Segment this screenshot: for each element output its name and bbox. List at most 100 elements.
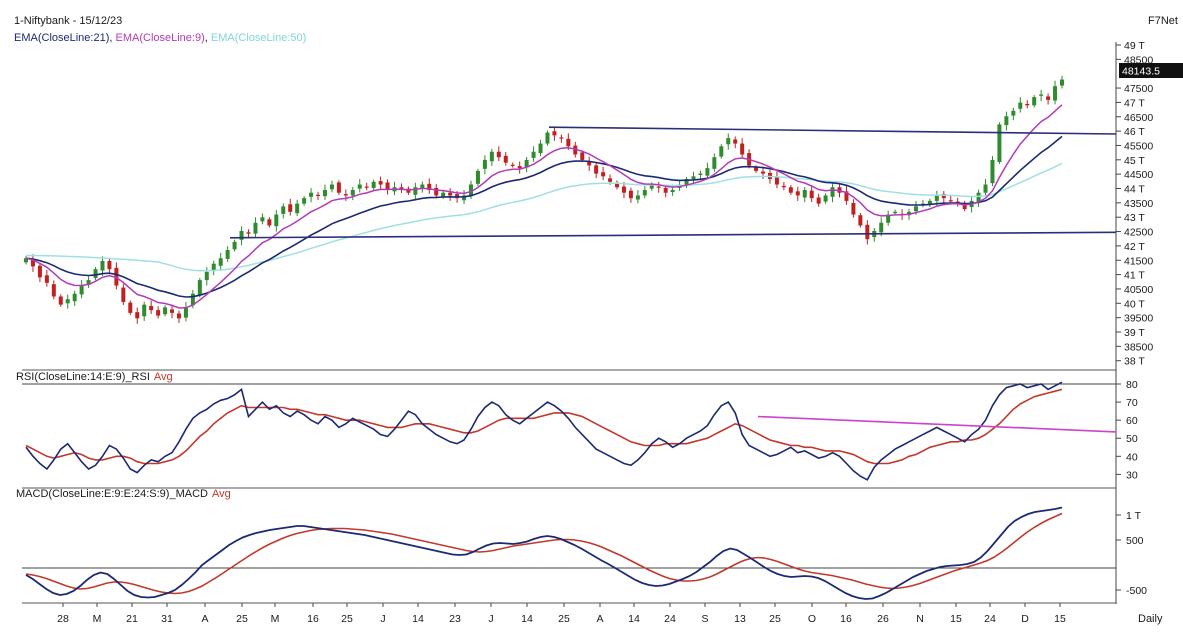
legend-ema50: EMA(CloseLine:50) [211, 32, 306, 44]
candle-body [754, 167, 759, 171]
candle-body [573, 145, 578, 155]
x-tick-label: 23 [449, 613, 461, 625]
candle-body [823, 195, 828, 202]
candle-body [635, 195, 640, 200]
candle-body [621, 186, 626, 193]
last-price-label: 48143.5 [1122, 66, 1160, 78]
candle-body [413, 187, 418, 195]
rsi-tick-label: 60 [1126, 415, 1138, 427]
candle-body [163, 307, 168, 315]
candle-body [24, 258, 28, 263]
candle-body [260, 217, 265, 222]
candle-body [79, 285, 84, 295]
candle-body [322, 189, 327, 197]
price-tick-label: 46500 [1124, 112, 1153, 124]
x-tick-label: 16 [307, 613, 319, 625]
legend-ema9: EMA(CloseLine:9) [116, 32, 205, 44]
candle-body [1046, 96, 1051, 100]
x-tick-label: 14 [628, 613, 640, 625]
price-tick-label: 43 T [1124, 212, 1145, 224]
candle-body [698, 173, 703, 175]
price-tick-label: 44500 [1124, 169, 1153, 181]
price-tick-label: 38500 [1124, 341, 1153, 353]
x-tick-label: 15 [1054, 613, 1066, 625]
rsi-avg-line [25, 388, 1063, 465]
candle-body [267, 219, 272, 226]
candle-body [336, 182, 341, 193]
candle-body [107, 260, 112, 270]
candle-body [705, 168, 710, 176]
period-label: Daily [1138, 613, 1163, 625]
candle-body [524, 159, 529, 168]
x-tick-label: M [93, 613, 102, 625]
candle-body [719, 146, 724, 157]
candle-body [649, 184, 654, 189]
candle-body [44, 275, 49, 283]
candle-body [1025, 103, 1030, 106]
candle-body [886, 214, 891, 223]
candle-body [1004, 116, 1009, 126]
candle-body [30, 258, 35, 267]
candle-body [628, 190, 633, 199]
candle-body [545, 132, 550, 144]
candle-body [566, 138, 571, 147]
price-tick-label: 40500 [1124, 284, 1153, 296]
candle-body [288, 204, 293, 212]
candle-body [684, 179, 689, 186]
candle-body [343, 194, 348, 196]
candle-body [802, 189, 807, 198]
macd-lines [25, 506, 1063, 600]
rsi-trendline [757, 415, 1117, 433]
macd-tick-label: -500 [1126, 585, 1147, 597]
rsi-title-text: RSI(CloseLine:14:E:9)_RSI [16, 371, 150, 383]
candle-body [997, 124, 1002, 162]
price-tick-label: 43500 [1124, 198, 1153, 210]
candle-body [427, 183, 432, 190]
candle-body [927, 200, 932, 205]
candle-body [239, 230, 244, 240]
candle-body [913, 206, 918, 212]
candle-body [691, 176, 696, 180]
candle-body [726, 138, 731, 145]
rsi-title: RSI(CloseLine:14:E:9)_RSI Avg [16, 371, 173, 383]
x-tick-label: A [201, 613, 208, 625]
x-tick-label: O [808, 613, 816, 625]
candle-body [100, 260, 105, 271]
x-axis-labels: 28 M 21 31 A 25 M 16 25 J 14 23 J 14 25 A 14 24 S 13 25 O 16 26… [57, 603, 1066, 625]
symbol-title: 1-Niftybank - 15/12/23 [14, 15, 122, 27]
candle-body [135, 312, 140, 319]
price-tick-label: 47500 [1124, 83, 1153, 95]
candle-body [170, 309, 175, 313]
candle-body [482, 159, 487, 169]
candle-body [893, 211, 898, 214]
x-tick-label: A [596, 613, 603, 625]
candle-body [468, 184, 473, 197]
candle-body [615, 182, 620, 188]
candle-body [65, 299, 70, 304]
candle-body [608, 178, 613, 182]
candle-body [733, 139, 738, 144]
candle-body [51, 284, 56, 297]
candle-body [740, 143, 745, 155]
rsi-tick-label: 70 [1126, 397, 1138, 409]
price-tick-label: 42 T [1124, 241, 1145, 253]
x-tick-label: 24 [984, 613, 996, 625]
candle-body [489, 151, 494, 162]
candle-body [225, 250, 230, 259]
rsi-avg-label: Avg [154, 371, 173, 383]
candle-body [858, 215, 863, 226]
price-tick-label: 41500 [1124, 255, 1153, 267]
price-tick-label: 42500 [1124, 227, 1153, 239]
x-tick-label: 24 [664, 613, 676, 625]
x-tick-label: 25 [558, 613, 570, 625]
candle-body [316, 194, 321, 196]
candle-body [594, 165, 599, 174]
candle-body [788, 187, 793, 193]
candle-body [93, 269, 98, 279]
candle-body [496, 151, 501, 158]
ema50-line [25, 162, 1063, 272]
candle-body [183, 307, 188, 318]
x-tick-label: 13 [734, 613, 746, 625]
candle-body [962, 202, 967, 210]
